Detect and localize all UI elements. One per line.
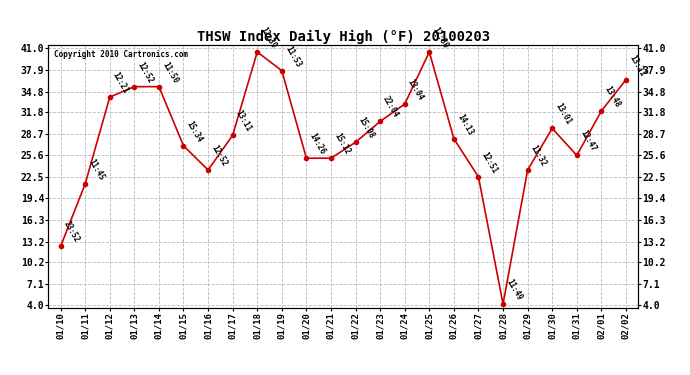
Text: 11:53: 11:53 [283,44,302,69]
Text: 12:52: 12:52 [135,60,155,85]
Text: 13:21: 13:21 [627,53,647,78]
Text: 11:49: 11:49 [504,278,524,302]
Text: 12:21: 12:21 [111,70,130,95]
Text: 14:26: 14:26 [308,132,327,156]
Text: 12:51: 12:51 [480,150,499,175]
Text: 13:04: 13:04 [406,77,425,102]
Text: 13:11: 13:11 [234,109,253,133]
Text: 15:34: 15:34 [185,119,204,144]
Text: 15:08: 15:08 [357,116,376,140]
Text: Copyright 2010 Cartronics.com: Copyright 2010 Cartronics.com [55,50,188,59]
Text: 13:48: 13:48 [602,84,622,109]
Text: 12:47: 12:47 [578,129,598,153]
Text: 23:52: 23:52 [62,220,81,244]
Text: 22:04: 22:04 [382,95,401,119]
Text: 11:50: 11:50 [160,60,179,85]
Text: 15:12: 15:12 [332,132,352,156]
Text: 12:30: 12:30 [431,26,450,50]
Text: 12:39: 12:39 [259,26,278,50]
Text: 11:45: 11:45 [86,157,106,182]
Text: 13:01: 13:01 [553,102,573,126]
Text: 11:32: 11:32 [529,143,549,168]
Title: THSW Index Daily High (°F) 20100203: THSW Index Daily High (°F) 20100203 [197,30,490,44]
Text: 12:52: 12:52 [209,143,228,168]
Text: 14:13: 14:13 [455,112,475,136]
